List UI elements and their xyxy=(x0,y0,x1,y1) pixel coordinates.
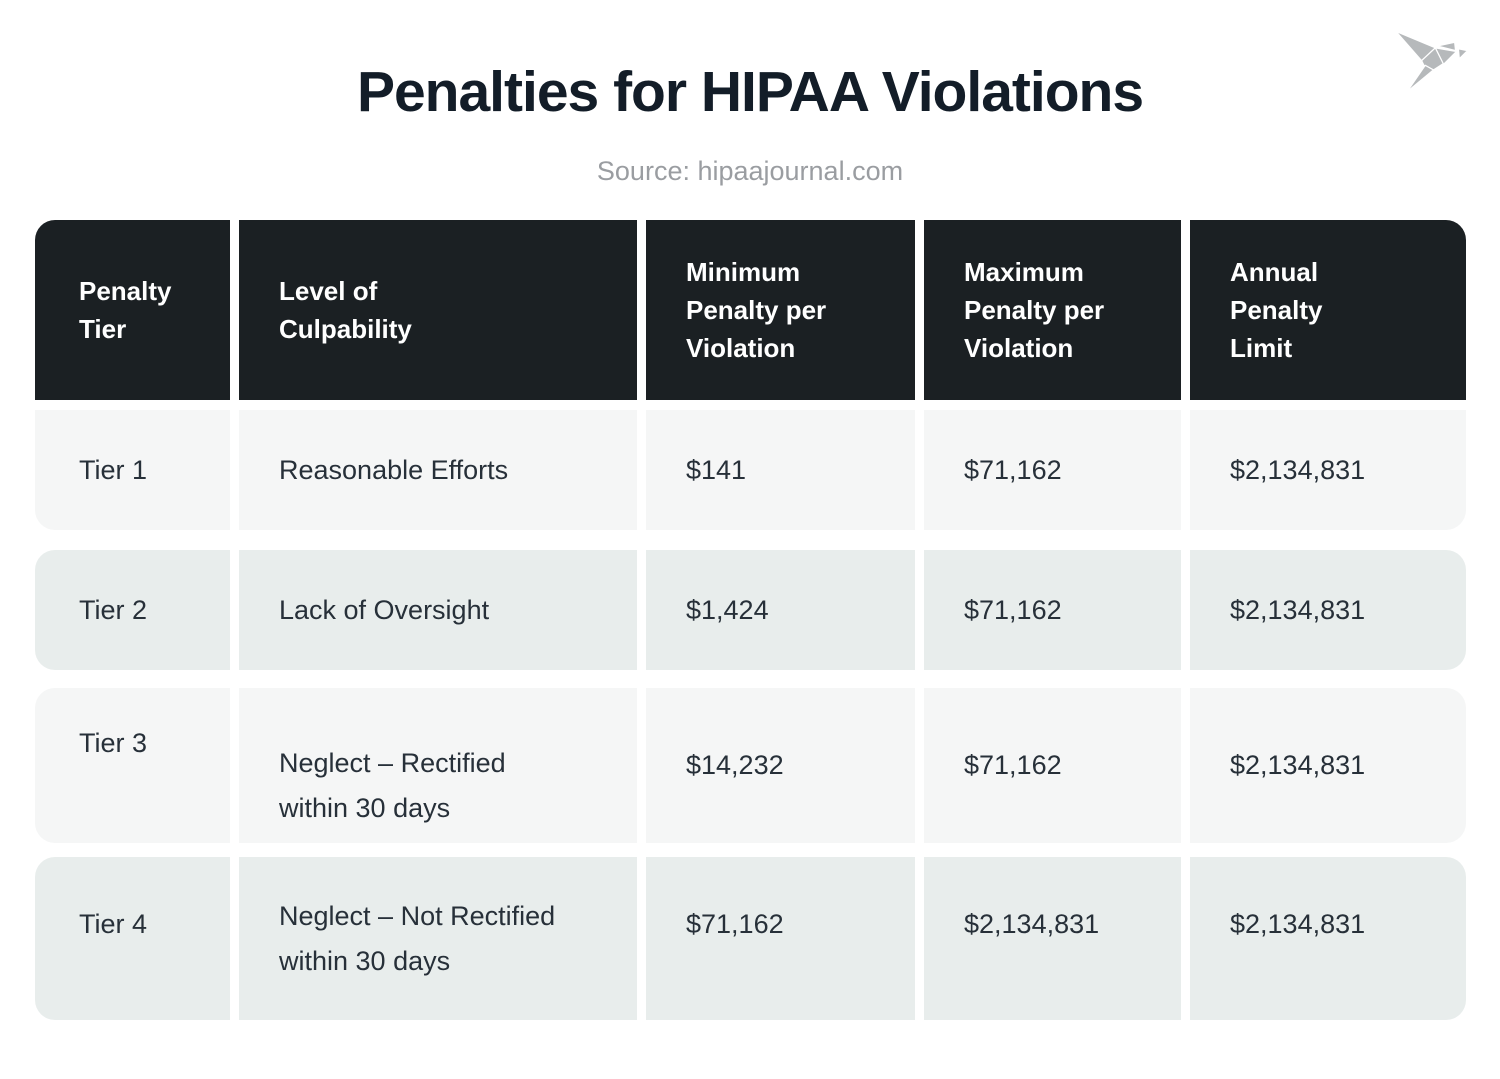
tier-value: Tier 1 xyxy=(79,454,148,485)
page-title: Penalties for HIPAA Violations xyxy=(356,60,1144,124)
min-penalty-value: $14,232 xyxy=(686,750,784,780)
table-row: Tier 1 Reasonable Efforts $141 $71,162 $… xyxy=(35,410,1466,530)
annual-limit-cell: $2,134,831 xyxy=(1190,688,1466,843)
tier-cell: Tier 3 xyxy=(35,688,230,843)
tier-value: Tier 2 xyxy=(79,594,148,625)
culpability-value: Lack of Oversight xyxy=(279,594,490,625)
max-penalty-value: $71,162 xyxy=(964,454,1062,485)
table-row: Tier 3 Neglect – Rectified within 30 day… xyxy=(35,688,1466,843)
annual-limit-value: $2,134,831 xyxy=(1230,454,1366,485)
min-penalty-cell: $71,162 xyxy=(646,857,915,1020)
tier-cell: Tier 2 xyxy=(35,550,230,670)
culpability-cell: Neglect – Rectified within 30 days xyxy=(239,688,637,843)
culpability-cell: Neglect – Not Rectified within 30 days xyxy=(239,857,637,1020)
annual-limit-value: $2,134,831 xyxy=(1230,750,1366,780)
min-penalty-cell: $14,232 xyxy=(646,688,915,843)
table-header-row: Penalty Tier Level of Culpability Minimu… xyxy=(35,220,1466,400)
min-penalty-value: $1,424 xyxy=(686,594,769,625)
max-penalty-value: $71,162 xyxy=(964,750,1062,780)
col-header-label: Level of Culpability xyxy=(279,276,412,344)
header-block: Penalties for HIPAA Violations Source: h… xyxy=(0,62,1500,186)
col-header-label: Minimum Penalty per Violation xyxy=(686,257,827,363)
max-penalty-value: $71,162 xyxy=(964,594,1062,625)
min-penalty-cell: $141 xyxy=(646,410,915,530)
tier-value: Tier 3 xyxy=(79,728,148,758)
table-row: Tier 2 Lack of Oversight $1,424 $71,162 … xyxy=(35,550,1466,670)
max-penalty-cell: $2,134,831 xyxy=(924,857,1181,1020)
culpability-value: Reasonable Efforts xyxy=(279,454,509,485)
origami-bird-icon xyxy=(1395,30,1469,93)
col-header-culpability: Level of Culpability xyxy=(239,220,637,400)
tier-cell: Tier 4 xyxy=(35,857,230,1020)
col-header-penalty-tier: Penalty Tier xyxy=(35,220,230,400)
col-header-label: Annual Penalty Limit xyxy=(1230,257,1323,363)
tier-cell: Tier 1 xyxy=(35,410,230,530)
culpability-value: Neglect – Rectified within 30 days xyxy=(279,747,506,823)
source-attribution: Source: hipaajournal.com xyxy=(596,156,904,186)
tier-value: Tier 4 xyxy=(79,909,148,939)
annual-limit-value: $2,134,831 xyxy=(1230,594,1366,625)
culpability-cell: Reasonable Efforts xyxy=(239,410,637,530)
culpability-cell: Lack of Oversight xyxy=(239,550,637,670)
min-penalty-value: $141 xyxy=(686,454,747,485)
max-penalty-value: $2,134,831 xyxy=(964,909,1100,939)
culpability-value: Neglect – Not Rectified within 30 days xyxy=(279,900,556,976)
penalties-table: Penalty Tier Level of Culpability Minimu… xyxy=(35,220,1466,1020)
min-penalty-value: $71,162 xyxy=(686,909,784,939)
max-penalty-cell: $71,162 xyxy=(924,410,1181,530)
min-penalty-cell: $1,424 xyxy=(646,550,915,670)
annual-limit-cell: $2,134,831 xyxy=(1190,857,1466,1020)
col-header-label: Penalty Tier xyxy=(79,276,172,344)
annual-limit-cell: $2,134,831 xyxy=(1190,410,1466,530)
table-row: Tier 4 Neglect – Not Rectified within 30… xyxy=(35,857,1466,1020)
col-header-label: Maximum Penalty per Violation xyxy=(964,257,1105,363)
col-header-min-penalty: Minimum Penalty per Violation xyxy=(646,220,915,400)
max-penalty-cell: $71,162 xyxy=(924,550,1181,670)
annual-limit-value: $2,134,831 xyxy=(1230,909,1366,939)
col-header-annual-limit: Annual Penalty Limit xyxy=(1190,220,1466,400)
max-penalty-cell: $71,162 xyxy=(924,688,1181,843)
col-header-max-penalty: Maximum Penalty per Violation xyxy=(924,220,1181,400)
annual-limit-cell: $2,134,831 xyxy=(1190,550,1466,670)
